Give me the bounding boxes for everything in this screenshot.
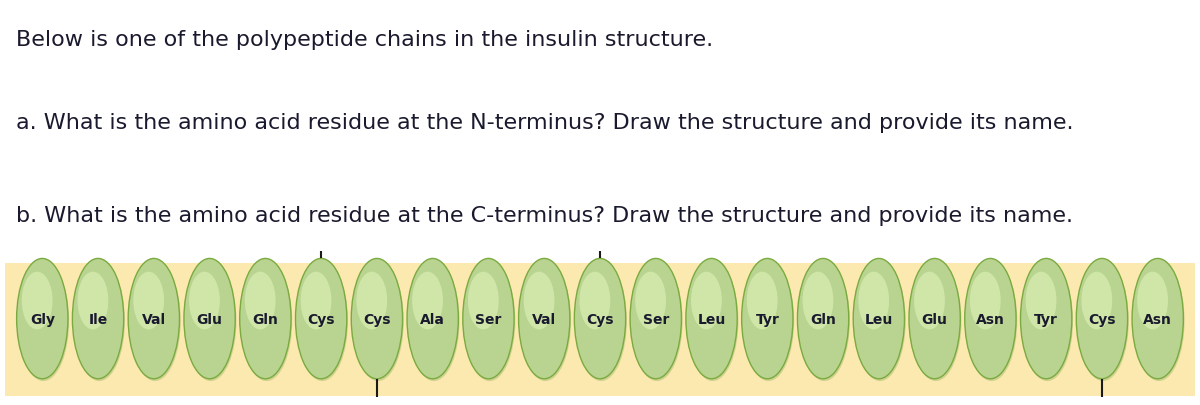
Ellipse shape: [463, 259, 514, 379]
FancyBboxPatch shape: [5, 263, 1195, 396]
Ellipse shape: [133, 272, 164, 330]
Text: Cys: Cys: [364, 312, 391, 326]
Ellipse shape: [295, 259, 347, 379]
Text: Gly: Gly: [30, 312, 55, 326]
Ellipse shape: [970, 272, 1001, 330]
Ellipse shape: [746, 272, 778, 330]
Text: b. What is the amino acid residue at the C-terminus? Draw the structure and prov: b. What is the amino acid residue at the…: [16, 206, 1073, 226]
Text: Val: Val: [142, 312, 166, 326]
Text: Val: Val: [532, 312, 557, 326]
Ellipse shape: [631, 261, 683, 381]
Ellipse shape: [1133, 261, 1184, 381]
Ellipse shape: [296, 261, 348, 381]
Ellipse shape: [468, 272, 499, 330]
Ellipse shape: [635, 272, 666, 330]
Ellipse shape: [352, 259, 402, 379]
Text: Gln: Gln: [252, 312, 278, 326]
Ellipse shape: [523, 272, 554, 330]
Ellipse shape: [1026, 272, 1056, 330]
Ellipse shape: [743, 261, 794, 381]
Ellipse shape: [1078, 261, 1129, 381]
Text: Ala: Ala: [420, 312, 445, 326]
Ellipse shape: [73, 261, 125, 381]
Ellipse shape: [356, 272, 388, 330]
Ellipse shape: [1020, 259, 1072, 379]
Ellipse shape: [742, 259, 793, 379]
Text: Cys: Cys: [587, 312, 613, 326]
Text: Ser: Ser: [642, 312, 668, 326]
Ellipse shape: [965, 259, 1016, 379]
Ellipse shape: [799, 261, 850, 381]
Text: Leu: Leu: [865, 312, 893, 326]
Ellipse shape: [630, 259, 682, 379]
Ellipse shape: [910, 261, 961, 381]
Ellipse shape: [185, 261, 236, 381]
Text: Glu: Glu: [197, 312, 222, 326]
Text: a. What is the amino acid residue at the N-terminus? Draw the structure and prov: a. What is the amino acid residue at the…: [16, 113, 1073, 133]
Ellipse shape: [520, 261, 571, 381]
Text: Ile: Ile: [89, 312, 108, 326]
Ellipse shape: [853, 259, 905, 379]
Text: Below is one of the polypeptide chains in the insulin structure.: Below is one of the polypeptide chains i…: [16, 30, 713, 50]
Text: Glu: Glu: [922, 312, 948, 326]
Ellipse shape: [128, 259, 180, 379]
Ellipse shape: [1138, 272, 1168, 330]
Ellipse shape: [245, 272, 276, 330]
Ellipse shape: [240, 259, 292, 379]
Ellipse shape: [908, 259, 960, 379]
Ellipse shape: [353, 261, 403, 381]
Ellipse shape: [914, 272, 944, 330]
Ellipse shape: [575, 259, 625, 379]
Ellipse shape: [407, 259, 458, 379]
Ellipse shape: [1132, 259, 1183, 379]
Text: Ser: Ser: [475, 312, 502, 326]
Ellipse shape: [408, 261, 460, 381]
Ellipse shape: [301, 272, 331, 330]
Text: Tyr: Tyr: [1034, 312, 1058, 326]
Text: Cys: Cys: [307, 312, 335, 326]
Ellipse shape: [18, 261, 70, 381]
Text: Asn: Asn: [976, 312, 1004, 326]
Ellipse shape: [1076, 259, 1128, 379]
Ellipse shape: [22, 272, 53, 330]
Ellipse shape: [130, 261, 181, 381]
Ellipse shape: [803, 272, 833, 330]
Ellipse shape: [241, 261, 293, 381]
Ellipse shape: [412, 272, 443, 330]
Ellipse shape: [854, 261, 906, 381]
Ellipse shape: [72, 259, 124, 379]
Ellipse shape: [580, 272, 611, 330]
Ellipse shape: [576, 261, 626, 381]
Ellipse shape: [798, 259, 848, 379]
Text: Gln: Gln: [810, 312, 836, 326]
Ellipse shape: [688, 261, 738, 381]
Ellipse shape: [1021, 261, 1073, 381]
Ellipse shape: [184, 259, 235, 379]
Ellipse shape: [518, 259, 570, 379]
Ellipse shape: [464, 261, 515, 381]
Ellipse shape: [190, 272, 220, 330]
Ellipse shape: [78, 272, 108, 330]
Text: Cys: Cys: [1088, 312, 1116, 326]
Ellipse shape: [966, 261, 1018, 381]
Ellipse shape: [686, 259, 737, 379]
Text: Asn: Asn: [1144, 312, 1172, 326]
Text: Tyr: Tyr: [755, 312, 779, 326]
Ellipse shape: [858, 272, 889, 330]
Ellipse shape: [1081, 272, 1112, 330]
Text: Leu: Leu: [697, 312, 726, 326]
Ellipse shape: [17, 259, 68, 379]
Ellipse shape: [691, 272, 722, 330]
